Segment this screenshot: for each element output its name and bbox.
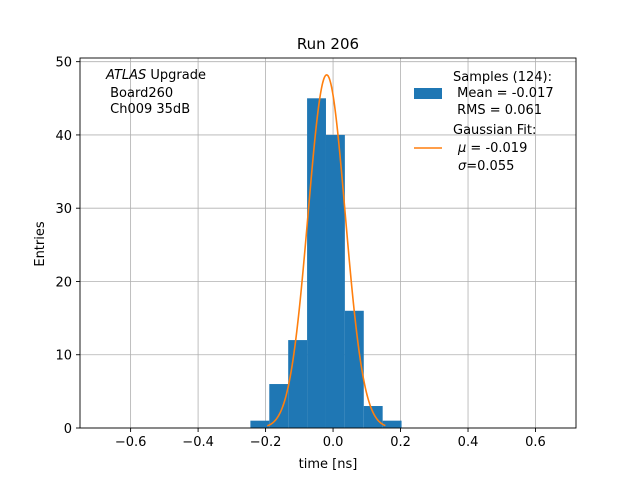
x-tick-label: −0.2: [250, 435, 282, 450]
histogram-bar: [269, 384, 289, 428]
gaussian-fit: [266, 74, 386, 427]
histogram-bar: [344, 310, 364, 428]
legend-fit-mu-symbol: μ: [457, 141, 466, 156]
svg-text:σ=0.055: σ=0.055: [458, 159, 514, 174]
histogram-bars: [250, 98, 402, 428]
x-tick-label: −0.4: [182, 435, 214, 450]
x-tick-label: 0.2: [390, 435, 411, 450]
legend-samples-title: Samples (124):: [453, 70, 552, 85]
legend-samples-mean: Mean = -0.017: [453, 86, 554, 101]
histogram-bar: [325, 134, 345, 428]
legend-fit-sigma-symbol: σ: [458, 159, 467, 174]
chart-title: Run 206: [297, 35, 359, 53]
x-tick-label: 0.6: [525, 435, 546, 450]
histogram-bar: [250, 420, 270, 428]
annotation-upgrade: Upgrade: [146, 68, 206, 83]
legend-fit-mu-value: = -0.019: [466, 141, 527, 156]
legend-samples-swatch: [414, 88, 442, 99]
grid-lines: [80, 58, 576, 429]
plot-frame: [79, 57, 577, 429]
y-tick-label: 40: [55, 129, 72, 144]
y-tick-label: 30: [55, 202, 72, 217]
annotation-text: ATLAS Upgrade Board260 Ch009 35dB: [105, 68, 206, 117]
x-axis-label: time [ns]: [299, 457, 358, 472]
legend-fit-title: Gaussian Fit:: [453, 123, 536, 138]
gaussian-fit-curve: [266, 74, 386, 427]
annotation-atlas: ATLAS: [105, 68, 146, 83]
x-tick-label: 0.4: [458, 435, 479, 450]
svg-text:ATLAS Upgrade: ATLAS Upgrade: [105, 68, 206, 83]
y-tick-label: 20: [55, 275, 72, 290]
y-tick-label: 10: [55, 349, 72, 364]
histogram-bar: [288, 340, 308, 428]
y-axis-label: Entries: [33, 221, 48, 267]
svg-text:μ = -0.019: μ = -0.019: [457, 141, 527, 156]
axes-frame: [79, 57, 577, 429]
histogram-bar: [307, 98, 326, 428]
y-tick-label: 50: [55, 56, 72, 71]
axis-ticks: −0.6 −0.4 −0.2 0.0 0.2 0.4 0.6 0 10 20 30 40 50: [55, 56, 545, 450]
annotation-channel: Ch009 35dB: [106, 102, 190, 117]
legend-fit-sigma-value: =0.055: [466, 159, 514, 174]
x-tick-label: 0.0: [323, 435, 344, 450]
y-tick-label: 0: [64, 422, 72, 437]
legend-samples-rms: RMS = 0.061: [453, 103, 542, 118]
annotation-board: Board260: [106, 86, 173, 101]
legend: Samples (124): Mean = -0.017 RMS = 0.061…: [414, 70, 554, 174]
x-tick-label: −0.6: [115, 435, 147, 450]
histogram-bar: [363, 406, 383, 428]
histogram-bar: [382, 420, 402, 428]
